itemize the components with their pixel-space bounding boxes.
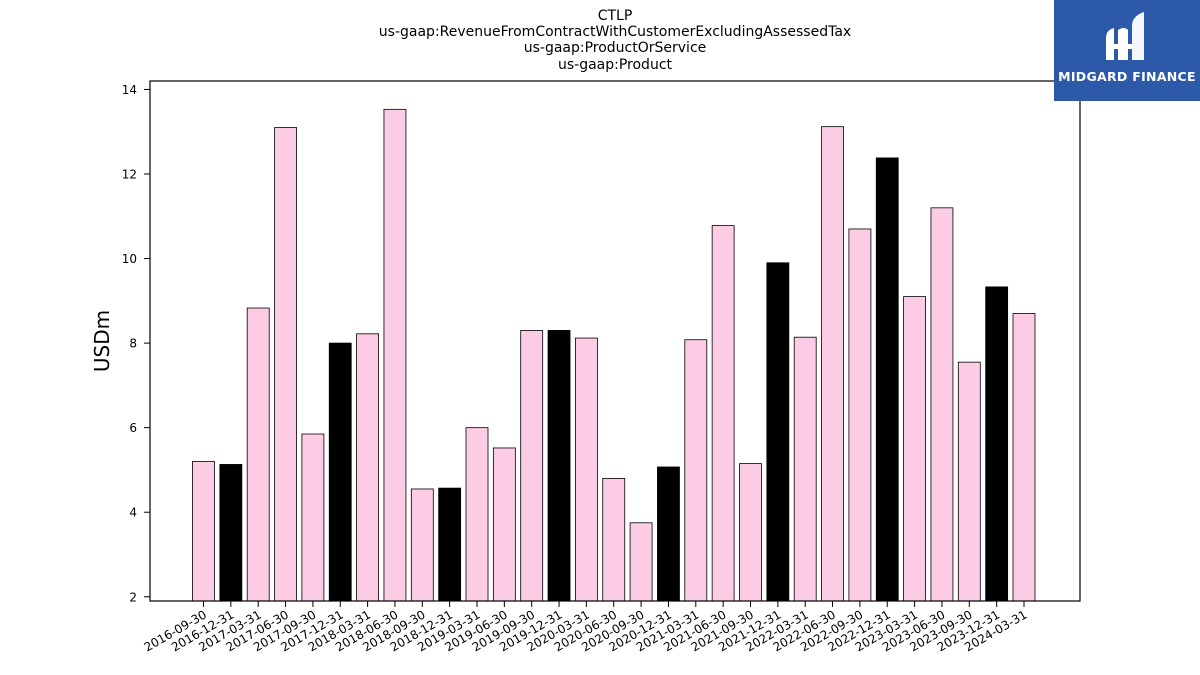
bar-2023-03-31 <box>903 296 926 602</box>
bar-2020-12-31 <box>657 466 680 602</box>
bar-2021-12-31 <box>766 262 790 602</box>
y-tick-label-2: 2 <box>129 590 137 604</box>
chart-title-line-4: us-gaap:Product <box>557 57 673 73</box>
plot-area-frame <box>149 80 1081 602</box>
y-tick-label-6: 6 <box>129 421 137 435</box>
y-tick-label-10: 10 <box>122 252 137 266</box>
bar-2022-06-30 <box>821 126 844 602</box>
bar-2017-09-30 <box>301 433 325 602</box>
bar-2022-09-30 <box>848 228 872 602</box>
y-tick-label-8: 8 <box>129 337 137 351</box>
bar-2016-12-31 <box>219 464 243 602</box>
bar-2017-03-31 <box>246 307 270 602</box>
logo-mark-icon <box>1106 12 1144 60</box>
bar-2020-06-30 <box>602 477 626 602</box>
y-tick-label-4: 4 <box>129 506 137 520</box>
bar-2023-06-30 <box>930 207 954 602</box>
y-tick-label-14: 14 <box>122 83 137 97</box>
midgard-finance-logo: MIDGARD FINANCE <box>1054 0 1200 101</box>
bar-2018-12-31 <box>438 487 462 602</box>
bar-2018-09-30 <box>410 488 434 602</box>
bar-2019-03-31 <box>465 427 489 602</box>
bar-2018-06-30 <box>383 108 407 602</box>
bar-2022-03-31 <box>793 336 817 602</box>
bar-2019-09-30 <box>520 330 544 602</box>
bar-2017-12-31 <box>328 342 352 602</box>
bar-2018-03-31 <box>356 333 380 602</box>
bar-2019-06-30 <box>492 447 516 602</box>
bar-2022-12-31 <box>875 157 899 602</box>
chart-title-line-2: us-gaap:RevenueFromContractWithCustomerE… <box>378 24 852 40</box>
bar-2021-09-30 <box>739 463 762 602</box>
bar-2024-03-31 <box>1012 313 1036 602</box>
y-tick-label-12: 12 <box>122 168 137 182</box>
bar-2019-12-31 <box>547 330 571 602</box>
bar-2021-06-30 <box>711 225 735 602</box>
bar-2023-09-30 <box>957 361 981 602</box>
bar-2016-09-30 <box>192 461 215 602</box>
bar-2020-03-31 <box>575 337 598 602</box>
bar-2017-06-30 <box>274 127 297 602</box>
bar-2020-09-30 <box>629 522 653 602</box>
bar-2023-12-31 <box>985 286 1009 602</box>
y-axis-label: USDm <box>90 310 114 372</box>
logo-text: MIDGARD FINANCE <box>1058 69 1196 84</box>
bar-2021-03-31 <box>684 339 708 602</box>
chart-title-line-3: us-gaap:ProductOrService <box>523 40 707 56</box>
chart-title-line-1: CTLP <box>597 8 633 24</box>
